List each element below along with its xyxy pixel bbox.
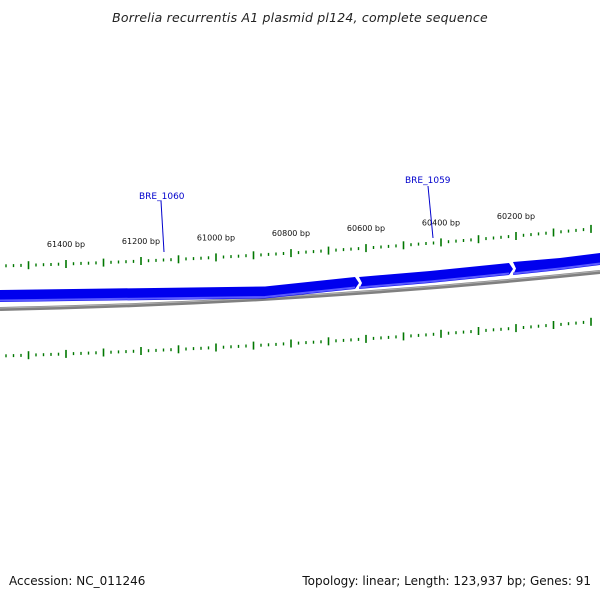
gene-labels: BRE_1060 BRE_1059 bbox=[139, 176, 451, 253]
ruler-label: 60600 bp bbox=[347, 224, 385, 233]
sequence-summary-text: Topology: linear; Length: 123,937 bp; Ge… bbox=[302, 574, 591, 588]
ruler-label: 61000 bp bbox=[197, 233, 235, 242]
gene-arrow-bre-1059[interactable] bbox=[359, 263, 513, 289]
inner-tick-track bbox=[5, 317, 592, 360]
map-title: Borrelia recurrentis A1 plasmid pl124, c… bbox=[112, 10, 488, 25]
gene-label-bre-1060[interactable]: BRE_1060 bbox=[139, 192, 185, 202]
ruler-label: 60200 bp bbox=[497, 212, 535, 221]
gene-arrow-bre-1059-highlight bbox=[358, 272, 510, 289]
outer-tick-track bbox=[5, 224, 592, 270]
gene-label-leader-bre-1060 bbox=[160, 200, 165, 253]
ruler-label: 60800 bp bbox=[272, 229, 310, 238]
gene-label-leader-bre-1059 bbox=[427, 185, 434, 239]
sequence-backbone bbox=[0, 270, 600, 311]
gene-arrow-bre-1060-highlight bbox=[0, 286, 356, 302]
sequence-backbone-highlight bbox=[0, 270, 600, 309]
gene-arrow-next-highlight bbox=[512, 262, 600, 275]
gene-label-bre-1059[interactable]: BRE_1059 bbox=[405, 176, 451, 186]
accession-text: Accession: NC_011246 bbox=[9, 574, 146, 588]
gene-track bbox=[0, 253, 600, 302]
gene-arrow-next[interactable] bbox=[513, 253, 600, 275]
ruler-label: 61400 bp bbox=[47, 240, 85, 249]
ruler-label: 61200 bp bbox=[122, 237, 160, 246]
ruler-label: 60400 bp bbox=[422, 218, 460, 227]
ruler-labels: 61400 bp 61200 bp 61000 bp 60800 bp 60600 bp… bbox=[47, 212, 535, 249]
